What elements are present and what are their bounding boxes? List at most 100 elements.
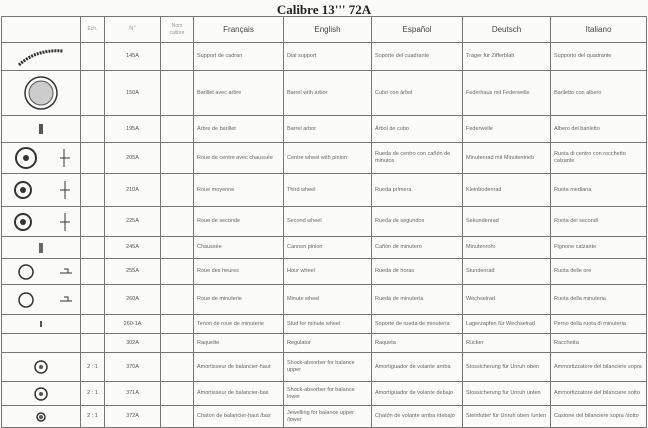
- header-deutsch: Deutsch: [462, 16, 551, 43]
- name-de: Federhaus mit Federwelle: [462, 70, 551, 116]
- stud-icon: [3, 319, 80, 329]
- part-number: 260A: [104, 284, 161, 315]
- ech-cell: [80, 314, 105, 334]
- name-en: Stud for minute wheel: [283, 314, 372, 334]
- table-row: 210A Roue moyenne Third wheel Rueda primera…: [1, 173, 647, 207]
- name-es: Raqueta: [371, 333, 463, 353]
- table-row: 145A Support de cadran Dial support Soporte…: [1, 42, 647, 71]
- nom-calibre-cell: [160, 236, 194, 259]
- ech-cell: [80, 258, 105, 285]
- ech-cell: [80, 284, 105, 315]
- parts-table: Ech. N° Nom calibre Français English Esp…: [1, 16, 647, 428]
- name-it: Ammortizzatore del bilanciere sotto: [550, 381, 647, 406]
- ech-cell: 2 : 1: [80, 405, 105, 428]
- table-row: 2 : 1 370A Amortisseur de balancier-haut Sh…: [1, 352, 647, 382]
- name-de: Steinfutter für Unruh oben /unten: [462, 405, 551, 428]
- ech-cell: [80, 236, 105, 259]
- name-fr: Chaussée: [193, 236, 284, 259]
- name-fr: Roue de seconde: [193, 206, 284, 237]
- nom-calibre-cell: [160, 142, 194, 174]
- name-en: Barrel with arbor: [283, 70, 372, 116]
- name-en: Second wheel: [283, 206, 372, 237]
- name-it: Castone del bilanciere sopra /sotto: [550, 405, 647, 428]
- part-number: 195A: [104, 115, 161, 143]
- name-es: Cañón de minutero: [371, 236, 463, 259]
- nom-calibre-cell: [160, 206, 194, 237]
- ech-cell: 2 : 1: [80, 381, 105, 406]
- name-de: Minutenrad mit Minutentrieb: [462, 142, 551, 174]
- shock-absorber-lower-icon: [3, 384, 80, 404]
- part-number: 371A: [104, 381, 161, 406]
- table-row: 245A Chaussée Cannon pinion Cañón de minute…: [1, 236, 647, 259]
- jewelling-icon: [3, 407, 80, 427]
- header-ech: Ech.: [80, 16, 105, 43]
- name-it: Pignone calzante: [550, 236, 647, 259]
- part-number: 255A: [104, 258, 161, 285]
- part-number: 370A: [104, 352, 161, 382]
- shock-absorber-upper-icon: [3, 357, 80, 377]
- name-en: Regulator: [283, 333, 372, 353]
- name-it: Ruota della minuteria: [550, 284, 647, 315]
- ech-cell: [80, 333, 105, 353]
- table-row: 2 : 1 372A Chaton de balancier-haut /bas Je…: [1, 405, 647, 428]
- name-it: Ruota dei secondi: [550, 206, 647, 237]
- name-fr: Roue moyenne: [193, 173, 284, 207]
- name-en: Hour wheel: [283, 258, 372, 285]
- name-it: Ruota di centro con rocchetto calzante: [550, 142, 647, 174]
- part-number: 245A: [104, 236, 161, 259]
- name-en: Third wheel: [283, 173, 372, 207]
- name-es: Rueda primera: [371, 173, 463, 207]
- name-it: Albero del bariletto: [550, 115, 647, 143]
- ech-cell: [80, 173, 105, 207]
- header-english: English: [283, 16, 372, 43]
- ech-cell: [80, 206, 105, 237]
- name-de: Stossicherung für Unruh unten: [462, 381, 551, 406]
- table-row: 225A Roue de seconde Second wheel Rueda de …: [1, 206, 647, 237]
- ech-cell: [80, 70, 105, 116]
- ech-cell: [80, 42, 105, 71]
- header-italiano: Italiano: [550, 16, 647, 43]
- name-en: Dial support: [283, 42, 372, 71]
- name-de: Stundenrad: [462, 258, 551, 285]
- name-es: Soporte de rueda de minutería: [371, 314, 463, 334]
- name-fr: Barillet avec arbre: [193, 70, 284, 116]
- nom-calibre-cell: [160, 258, 194, 285]
- cannon-pinion-icon: [3, 241, 80, 255]
- name-de: Kleinbodenrad: [462, 173, 551, 207]
- nom-calibre-cell: [160, 333, 194, 353]
- name-en: Jewelling for balance upper /lower: [283, 405, 372, 428]
- name-fr: Tenon de roue de minuterie: [193, 314, 284, 334]
- nom-calibre-cell: [160, 115, 194, 143]
- ech-cell: [80, 115, 105, 143]
- name-de: Rücker: [462, 333, 551, 353]
- name-en: Shock-absorber for balance lower: [283, 381, 372, 406]
- regulator-icon: [3, 338, 80, 348]
- name-it: Ammortizzatore del bilanciere sopra: [550, 352, 647, 382]
- part-number: 225A: [104, 206, 161, 237]
- barrel-arbor-icon: [3, 122, 80, 136]
- name-fr: Amortisseur de balancier-haut: [193, 352, 284, 382]
- name-fr: Roue de minuterie: [193, 284, 284, 315]
- minute-wheel-icon: [3, 291, 80, 309]
- name-de: Federwelle: [462, 115, 551, 143]
- table-row: 150A Barillet avec arbre Barrel with arbor…: [1, 70, 647, 116]
- name-en: Barrel arbor: [283, 115, 372, 143]
- part-number: 145A: [104, 42, 161, 71]
- name-it: Ruota mediana: [550, 173, 647, 207]
- name-it: Bariletto con albero: [550, 70, 647, 116]
- name-en: Shock-absorber for balance upper: [283, 352, 372, 382]
- name-de: Lagerzapfen für Wechselrad: [462, 314, 551, 334]
- ech-cell: [80, 142, 105, 174]
- name-en: Minute wheel: [283, 284, 372, 315]
- name-es: Rueda de segundos: [371, 206, 463, 237]
- name-es: Soporte del cuadrante: [371, 42, 463, 71]
- name-es: Amortiguador de volante arriba: [371, 352, 463, 382]
- nom-calibre-cell: [160, 173, 194, 207]
- name-en: Cannon pinion: [283, 236, 372, 259]
- nom-calibre-cell: [160, 70, 194, 116]
- name-es: Rueda de centro con cañón de minutos: [371, 142, 463, 174]
- nom-calibre-cell: [160, 284, 194, 315]
- header-image: [1, 16, 81, 43]
- name-fr: Arbre de barillet: [193, 115, 284, 143]
- name-es: Amortiguador de volante debajo: [371, 381, 463, 406]
